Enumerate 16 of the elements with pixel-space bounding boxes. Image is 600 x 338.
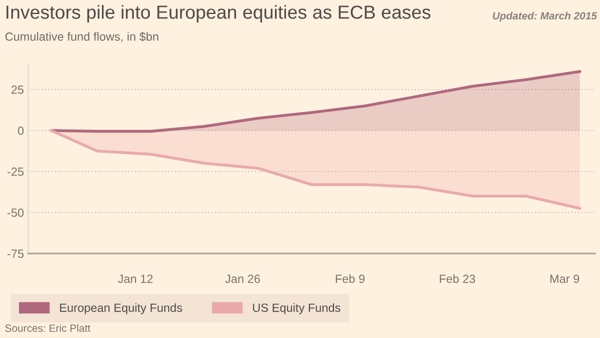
legend-label: US Equity Funds — [253, 303, 340, 314]
y-tick-label: 25 — [11, 86, 24, 94]
legend-label: European Equity Funds — [60, 303, 182, 314]
x-tick-label: Jan 26 — [225, 274, 260, 284]
x-tick-label: Feb 23 — [440, 274, 476, 284]
x-tick-label: Feb 9 — [336, 274, 365, 284]
x-tick-label: Mar 9 — [550, 274, 580, 284]
text: Updated: March 2015 — [492, 12, 598, 22]
chart-subtitle: Cumulative fund flows, in $bn — [5, 32, 158, 42]
chart-title: Investors pile into European equities as ECB eases — [6, 5, 430, 23]
y-tick-label: -25 — [7, 168, 24, 176]
y-tick-label: -50 — [7, 208, 24, 217]
x-tick-label: Jan 12 — [118, 274, 153, 284]
source-note: Sources: Eric Platt — [5, 324, 90, 332]
y-tick-label: 0 — [18, 126, 24, 135]
y-tick-label: -75 — [7, 250, 24, 258]
